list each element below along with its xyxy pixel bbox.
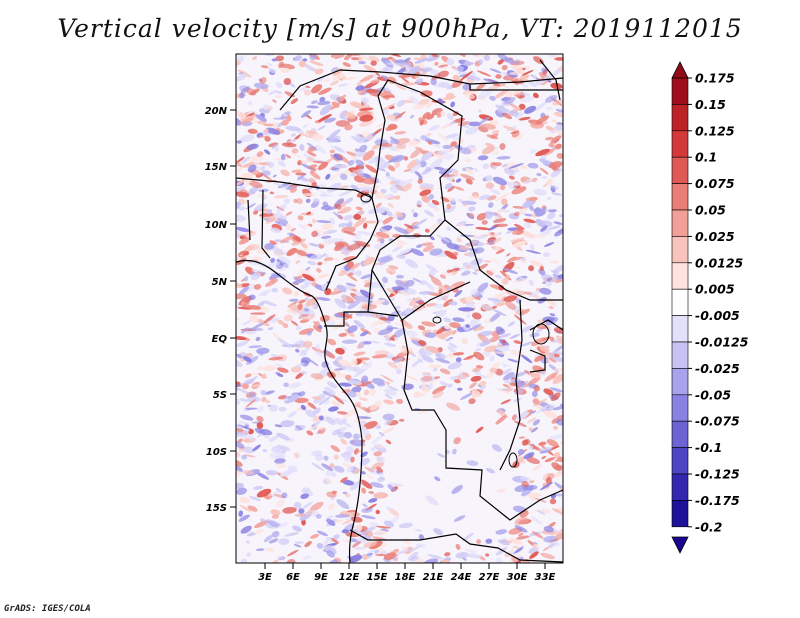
lon-tick-30e: 30E (507, 572, 528, 583)
colorbar-label: -0.125 (695, 467, 740, 482)
colorbar: 0.175 0.15 0.125 0.1 0.075 0.05 0.025 0.0125 0.0… (671, 61, 749, 554)
colorbar-label: 0.125 (695, 123, 735, 138)
colorbar-label: -0.1 (695, 440, 722, 455)
lat-tick-15s: 15S (206, 503, 227, 514)
colorbar-swatch (671, 368, 689, 396)
colorbar-swatch (671, 420, 689, 448)
colorbar-swatch (671, 341, 689, 369)
colorbar-swatch (671, 500, 689, 528)
colorbar-label: -0.025 (695, 361, 740, 376)
colorbar-label: 0.15 (695, 97, 726, 112)
colorbar-label: -0.005 (695, 308, 740, 323)
colorbar-swatch (671, 473, 689, 501)
lon-tick-33e: 33E (535, 572, 556, 583)
lon-tick-12e: 12E (339, 572, 360, 583)
colorbar-label: 0.075 (695, 176, 735, 191)
lon-axis: 3E 6E 9E 12E 15E 18E 21E 24E 27E 30E 33E (258, 563, 556, 583)
colorbar-label: -0.0125 (695, 335, 749, 350)
colorbar-label: -0.2 (695, 519, 722, 534)
lon-tick-9e: 9E (314, 572, 328, 583)
lon-tick-21e: 21E (423, 572, 444, 583)
colorbar-label: 0.005 (695, 282, 735, 297)
colorbar-label: 0.175 (695, 71, 735, 86)
lat-axis: 20N 15N 10N 5N EQ 5S 10S 15S (205, 106, 236, 514)
colorbar-swatch (671, 209, 689, 237)
page-title: Vertical velocity [m/s] at 900hPa, VT: 2… (57, 14, 743, 43)
colorbar-label: -0.075 (695, 414, 740, 429)
lon-tick-3e: 3E (258, 572, 272, 583)
colorbar-swatch (671, 104, 689, 132)
lat-tick-20n: 20N (205, 106, 228, 117)
colorbar-label: 0.1 (695, 150, 717, 165)
colorbar-swatch (671, 447, 689, 475)
lat-tick-5s: 5S (213, 390, 227, 401)
colorbar-label: -0.175 (695, 493, 740, 508)
colorbar-swatch (671, 394, 689, 422)
colorbar-swatch (671, 77, 689, 105)
lat-tick-10n: 10N (205, 220, 228, 231)
lon-tick-6e: 6E (286, 572, 300, 583)
colorbar-swatches (671, 77, 689, 528)
colorbar-labels: 0.175 0.15 0.125 0.1 0.075 0.05 0.025 0.0125 0.0… (688, 71, 749, 534)
colorbar-label: 0.025 (695, 229, 735, 244)
map-panel (235, 53, 564, 564)
map-frame (235, 53, 564, 564)
colorbar-swatch (671, 288, 689, 316)
colorbar-swatch (671, 236, 689, 264)
lon-tick-27e: 27E (479, 572, 500, 583)
lakes (360, 193, 550, 468)
colorbar-swatch (671, 183, 689, 211)
lat-tick-15n: 15N (205, 162, 228, 173)
colorbar-swatch (671, 130, 689, 158)
lat-tick-eq: EQ (212, 334, 228, 345)
colorbar-top-arrow (671, 61, 689, 79)
colorbar-label: 0.05 (695, 203, 726, 218)
colorbar-label: -0.05 (695, 387, 731, 402)
lat-tick-5n: 5N (212, 277, 228, 288)
colorbar-swatch (671, 156, 689, 184)
colorbar-label: 0.0125 (695, 255, 744, 270)
footer-credit: GrADS: IGES/COLA (4, 604, 91, 614)
colorbar-swatch (671, 262, 689, 290)
lon-tick-15e: 15E (367, 572, 388, 583)
lat-tick-10s: 10S (206, 447, 227, 458)
lon-tick-18e: 18E (395, 572, 416, 583)
colorbar-bottom-arrow (671, 536, 689, 554)
colorbar-swatch (671, 315, 689, 343)
lon-tick-24e: 24E (451, 572, 472, 583)
